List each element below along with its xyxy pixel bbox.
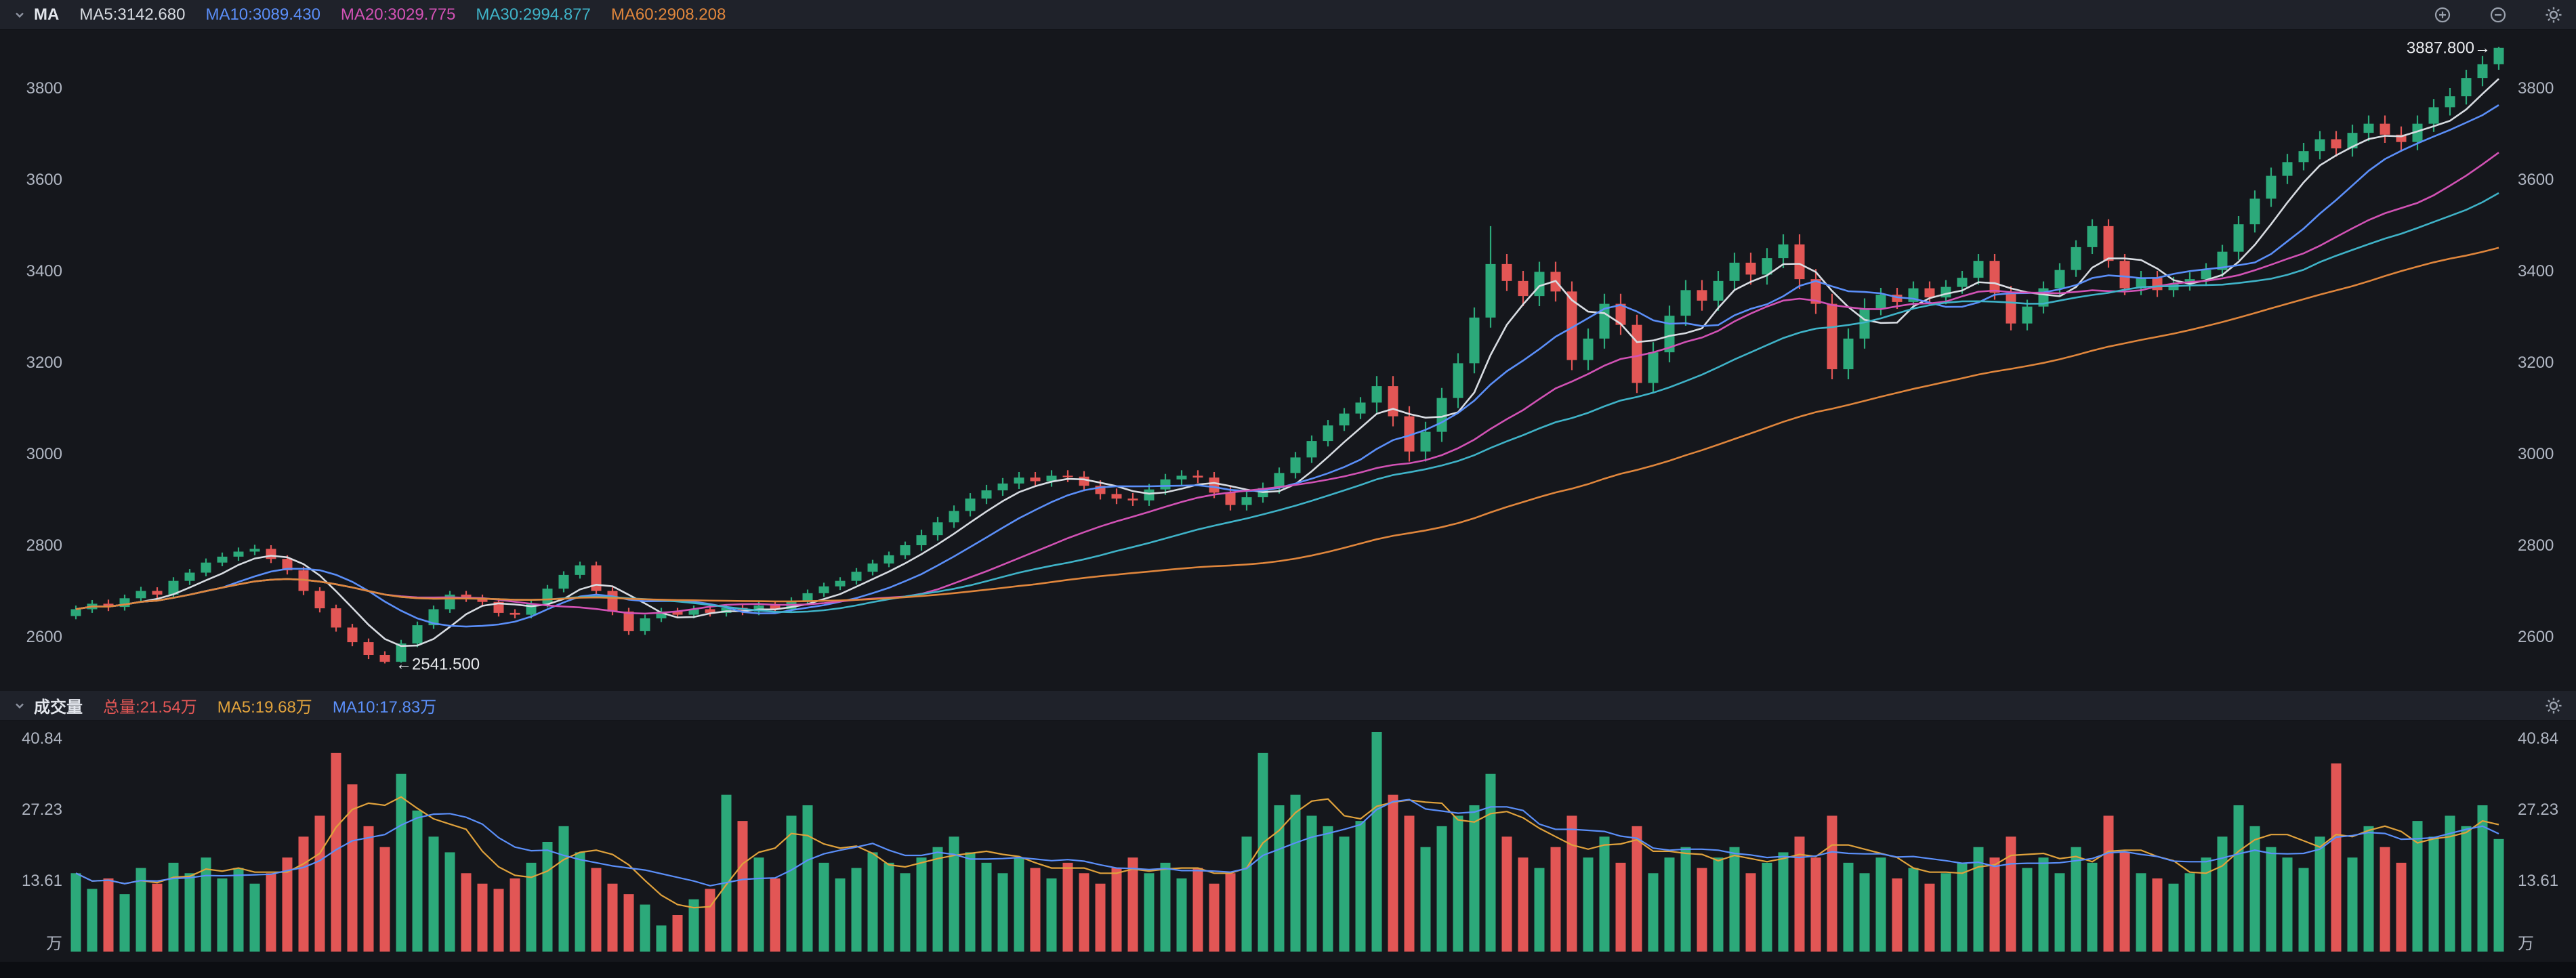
- price-pane-header: MA MA5:3142.680 MA10:3089.430 MA20:3029.…: [0, 0, 2576, 30]
- legend-ma5: MA5:3142.680: [79, 5, 186, 24]
- price-tick-left: 2600: [26, 628, 62, 646]
- volume-legend-total: 总量:21.54万: [103, 698, 197, 717]
- min-price-annotation: ←2541.500: [396, 655, 480, 673]
- volume-settings-gear-icon[interactable]: [2543, 696, 2564, 716]
- zoom-in-icon[interactable]: [2432, 5, 2453, 25]
- price-tick-left: 3000: [26, 445, 62, 463]
- volume-tick-left: 40.84: [22, 729, 62, 748]
- price-tick-right: 3000: [2518, 445, 2554, 463]
- legend-ma10: MA10:3089.430: [205, 5, 320, 24]
- zoom-out-icon[interactable]: [2488, 5, 2508, 25]
- price-tick-right: 3800: [2518, 79, 2554, 98]
- volume-tick-right: 13.61: [2518, 872, 2558, 890]
- price-tick-left: 3800: [26, 79, 62, 98]
- price-chart-pane[interactable]: 3800 3800 3600 3600 3400 3400 3200 3200 3000 3000…: [0, 30, 2576, 691]
- last-price-annotation: 3887.800→: [2407, 39, 2491, 58]
- volume-tick-right: 27.23: [2518, 801, 2558, 819]
- price-tick-right: 2800: [2518, 536, 2554, 555]
- legend-ma20: MA20:3029.775: [340, 5, 456, 24]
- indicator-label: MA: [34, 5, 60, 24]
- price-settings-gear-icon[interactable]: [2543, 5, 2564, 25]
- ma60-line: [75, 247, 2499, 610]
- price-tick-right: 3400: [2518, 262, 2554, 280]
- legend-ma30: MA30:2994.877: [476, 5, 591, 24]
- volume-pane-header: 成交量 总量:21.54万 MA5:19.68万 MA10:17.83万: [0, 691, 2576, 721]
- volume-tick-left: 13.61: [22, 872, 62, 890]
- price-tick-left: 3200: [26, 354, 62, 372]
- ma20-line: [75, 152, 2499, 615]
- price-tick-left: 2800: [26, 536, 62, 555]
- price-tick-right: 3200: [2518, 354, 2554, 372]
- legend-ma60: MA60:2908.208: [610, 5, 726, 24]
- bottom-bar: [0, 962, 2576, 978]
- ma5-line: [75, 78, 2499, 647]
- price-tick-right: 2600: [2518, 628, 2554, 646]
- volume-unit-left: 万: [46, 935, 62, 953]
- volume-ma5-line: [75, 796, 2499, 909]
- volume-chart-pane[interactable]: 40.84 40.84 27.23 27.23 13.61 13.61 万 万: [0, 721, 2576, 962]
- volume-bar-chart[interactable]: 40.84 40.84 27.23 27.23 13.61 13.61 万 万: [0, 721, 2576, 962]
- volume-ma10-line: [75, 799, 2499, 887]
- collapse-price-pane-chevron-icon[interactable]: [12, 7, 27, 22]
- ma30-line: [75, 192, 2499, 614]
- volume-legend-ma10: MA10:17.83万: [332, 698, 437, 717]
- volume-unit-right: 万: [2518, 935, 2534, 953]
- price-tick-left: 3400: [26, 262, 62, 280]
- volume-pane-title: 成交量: [34, 698, 83, 717]
- volume-tick-right: 40.84: [2518, 729, 2558, 748]
- price-tick-right: 3600: [2518, 171, 2554, 189]
- candlestick-chart[interactable]: 3800 3800 3600 3600 3400 3400 3200 3200 3000 3000…: [0, 30, 2576, 691]
- ma10-line: [75, 104, 2499, 628]
- volume-tick-left: 27.23: [22, 801, 62, 819]
- collapse-volume-pane-chevron-icon[interactable]: [12, 698, 27, 713]
- price-tick-left: 3600: [26, 171, 62, 189]
- volume-legend-ma5: MA5:19.68万: [217, 698, 312, 717]
